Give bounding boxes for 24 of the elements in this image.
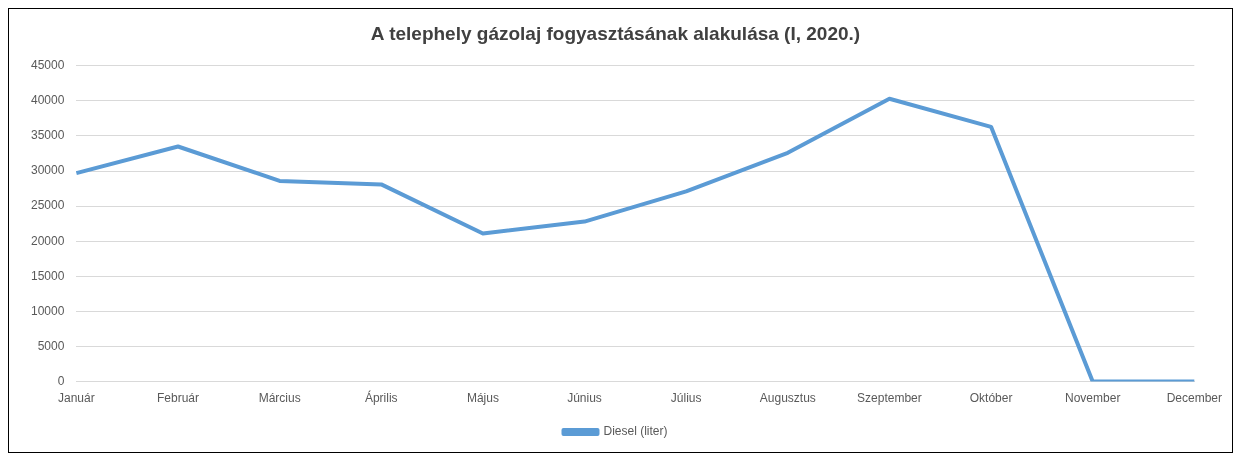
x-tick-label: Január	[58, 391, 95, 406]
y-tick-label: 40000	[30, 93, 65, 108]
x-tick-label: Április	[364, 390, 398, 406]
y-tick-label: 5000	[37, 338, 65, 353]
y-tick-label: 30000	[30, 163, 65, 178]
y-tick-label: 15000	[30, 268, 65, 283]
x-tick-label: Augusztus	[759, 391, 816, 406]
y-tick-label: 20000	[30, 233, 65, 248]
x-tick-label: Május	[466, 391, 499, 406]
y-tick-label: 0	[57, 373, 65, 388]
legend-label: Diesel (liter)	[603, 424, 668, 439]
x-tick-label: Június	[567, 391, 602, 406]
y-tick-label: 35000	[30, 128, 65, 143]
y-tick-label: 10000	[30, 303, 65, 318]
x-tick-label: Július	[670, 391, 702, 406]
x-tick-label: November	[1065, 391, 1121, 406]
y-tick-label: 45000	[30, 58, 65, 73]
chart-title: A telephely gázolaj fogyasztásának alakulása (I, 2020.)	[370, 22, 861, 44]
x-tick-label: Február	[156, 391, 200, 406]
y-tick-label: 25000	[30, 198, 65, 213]
x-tick-label: Szeptember	[857, 391, 922, 406]
x-tick-label: Március	[258, 391, 301, 406]
x-tick-label: Október	[969, 391, 1013, 406]
x-tick-label: December	[1166, 391, 1222, 406]
